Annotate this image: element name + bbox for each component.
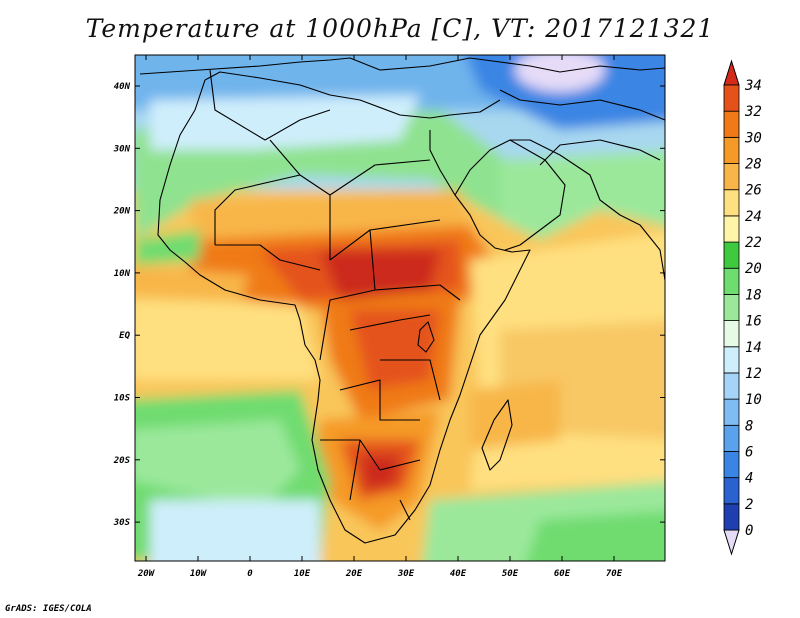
colorbar-label: 34 [744, 78, 762, 94]
lon-tick-label: 40E [450, 569, 467, 579]
colorbar-swatch [723, 241, 740, 269]
temperature-field [135, 55, 665, 561]
colorbar-label: 22 [745, 235, 762, 251]
lon-tick-label: 10E [294, 569, 311, 579]
colorbar-label: 8 [745, 418, 753, 434]
colorbar-label: 18 [745, 287, 762, 303]
lon-tick-label: 0 [247, 569, 253, 579]
colorbar-label: 30 [744, 130, 762, 146]
colorbar-swatch [723, 215, 740, 243]
colorbar-swatch [723, 189, 740, 217]
colorbar-label: 10 [745, 392, 762, 408]
colorbar-label: 32 [744, 104, 762, 120]
colorbar-swatch [723, 136, 740, 164]
lat-tick-label: 30S [113, 518, 131, 528]
credit-text: GrADS: IGES/COLA [5, 604, 92, 614]
colorbar-swatch [723, 84, 740, 112]
lat-tick-label: 10S [114, 394, 131, 404]
colorbar-swatch [723, 372, 740, 400]
lat-tick-label: 40N [114, 82, 131, 92]
colorbar-label: 0 [745, 523, 753, 539]
lon-tick-label: 60E [554, 569, 571, 579]
colorbar-swatch [723, 451, 740, 479]
colorbar-swatch [723, 477, 740, 505]
longitude-axis: 20W 10W 0 10E 20E 30E 40E 50E 60E 70E [137, 55, 623, 579]
colorbar-swatch [723, 320, 740, 348]
colorbar-label: 20 [745, 261, 762, 277]
colorbar-label: 16 [745, 314, 762, 330]
colorbar-label: 26 [745, 183, 762, 199]
colorbar-swatch [723, 503, 740, 531]
lat-tick-label: EQ [119, 331, 130, 341]
lon-tick-label: 10W [190, 569, 208, 579]
plot-frame [134, 54, 666, 562]
colorbar-swatch [723, 424, 740, 452]
colorbar-label: 4 [745, 471, 753, 487]
lat-tick-label: 20S [113, 456, 131, 466]
colorbar-swatch [723, 267, 740, 295]
colorbar-label: 28 [745, 157, 762, 173]
latitude-axis: 40N 30N 20N 10N EQ 10S 20S 30S [113, 82, 665, 528]
colorbar-swatch [723, 294, 740, 321]
lat-tick-label: 10N [114, 269, 131, 279]
lat-tick-label: 20N [113, 207, 131, 217]
coastlines [139, 57, 665, 544]
colorbar-label: 12 [745, 366, 762, 382]
colorbar-swatch [723, 110, 740, 138]
colorbar-swatch [723, 346, 740, 374]
colorbar-label: 2 [745, 497, 753, 513]
colorbar-label: 24 [745, 209, 762, 225]
colorbar-low-arrow [723, 529, 740, 556]
map-title: Temperature at 1000hPa [C], VT: 20171213… [85, 14, 715, 43]
colorbar-swatch [723, 398, 740, 426]
colorbar-label: 6 [745, 444, 753, 460]
lon-tick-label: 70E [606, 569, 623, 579]
lon-tick-label: 20W [137, 569, 156, 579]
lon-tick-label: 30E [397, 569, 415, 579]
colorbar-label: 14 [745, 340, 762, 356]
colorbar-swatch [723, 163, 740, 191]
lat-tick-label: 30N [113, 144, 131, 154]
colorbar-high-arrow [723, 59, 740, 86]
lon-tick-label: 50E [502, 569, 519, 579]
lon-tick-label: 20E [345, 569, 363, 579]
